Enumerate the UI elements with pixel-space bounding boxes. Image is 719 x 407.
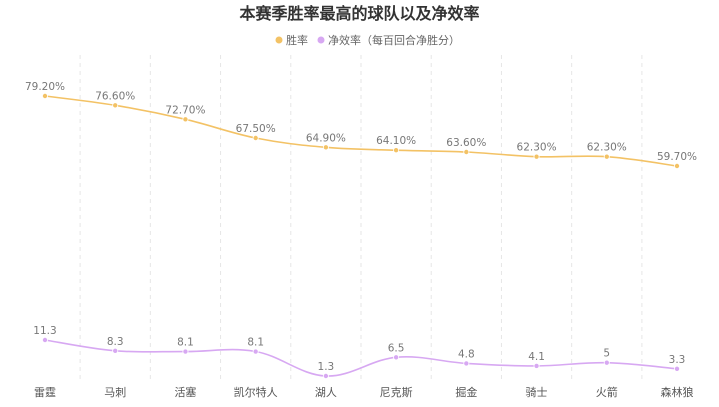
x-tick-label: 湖人: [315, 386, 337, 399]
data-label-win-rate: 62.30%: [517, 142, 557, 154]
data-point-win-rate: [112, 102, 119, 109]
x-tick-label: 凯尔特人: [234, 385, 278, 399]
legend-marker-win-rate: [275, 36, 283, 44]
data-label-net-rating: 4.8: [458, 348, 475, 360]
x-tick-label: 活塞: [174, 385, 196, 399]
data-point-win-rate: [182, 116, 189, 123]
data-point-net-rating: [603, 359, 610, 366]
data-point-win-rate: [603, 153, 610, 160]
data-labels: 79.20% 76.60% 72.70% 67.50% 64.90% 64.10% 63.6…: [25, 81, 697, 373]
x-tick-label: 森林狼: [661, 385, 694, 399]
data-label-win-rate: 67.50%: [236, 123, 276, 135]
data-label-net-rating: 6.5: [388, 342, 405, 354]
series-lines: [44, 95, 678, 377]
data-point-net-rating: [42, 336, 49, 343]
data-point-net-rating: [674, 365, 681, 372]
data-label-net-rating: 5: [603, 348, 610, 360]
data-point-win-rate: [674, 162, 681, 169]
x-tick-label: 火箭: [596, 385, 618, 399]
grid-lines: [79, 55, 643, 380]
data-label-net-rating: 4.1: [528, 351, 545, 363]
data-points: [42, 93, 681, 379]
data-point-win-rate: [252, 134, 259, 141]
x-tick-label: 雷霆: [34, 386, 56, 399]
data-label-win-rate: 72.70%: [165, 104, 205, 116]
series-line-net-rating: [44, 339, 678, 377]
data-point-win-rate: [463, 148, 470, 155]
data-label-win-rate: 62.30%: [587, 142, 627, 154]
chart-title: 本赛季胜率最高的球队以及净效率: [239, 4, 479, 23]
data-point-net-rating: [252, 348, 259, 355]
data-label-win-rate: 79.20%: [25, 81, 65, 93]
data-point-net-rating: [322, 372, 329, 379]
legend: 胜率 净效率（每百回合净胜分）: [275, 33, 460, 47]
data-point-win-rate: [42, 93, 49, 100]
x-axis: 雷霆 马刺 活塞 凯尔特人 湖人 尼克斯 掘金 骑士 火箭 森林狼: [34, 385, 694, 399]
legend-label-win-rate: 胜率: [286, 33, 308, 47]
data-point-net-rating: [463, 360, 470, 367]
data-label-net-rating: 8.1: [247, 337, 264, 349]
data-label-net-rating: 1.3: [318, 361, 335, 373]
data-point-win-rate: [322, 144, 329, 151]
data-point-net-rating: [112, 347, 119, 354]
data-point-net-rating: [182, 348, 189, 355]
x-tick-label: 掘金: [455, 385, 477, 399]
data-point-win-rate: [533, 153, 540, 160]
data-point-net-rating: [393, 354, 400, 361]
data-label-net-rating: 8.3: [107, 336, 124, 348]
data-label-win-rate: 63.60%: [446, 137, 486, 149]
legend-label-net-rating: 净效率（每百回合净胜分）: [328, 33, 460, 47]
data-label-net-rating: 11.3: [33, 325, 56, 337]
data-label-win-rate: 64.10%: [376, 135, 416, 147]
legend-marker-net-rating: [317, 36, 325, 44]
x-tick-label: 骑士: [526, 386, 548, 399]
data-label-net-rating: 3.3: [669, 354, 686, 366]
data-point-net-rating: [533, 362, 540, 369]
x-tick-label: 尼克斯: [380, 386, 413, 399]
data-label-net-rating: 8.1: [177, 337, 194, 349]
data-label-win-rate: 59.70%: [657, 151, 697, 163]
data-label-win-rate: 64.90%: [306, 132, 346, 144]
series-line-win-rate: [44, 95, 678, 167]
data-point-win-rate: [393, 147, 400, 154]
x-tick-label: 马刺: [104, 386, 126, 399]
data-label-win-rate: 76.60%: [95, 90, 135, 102]
